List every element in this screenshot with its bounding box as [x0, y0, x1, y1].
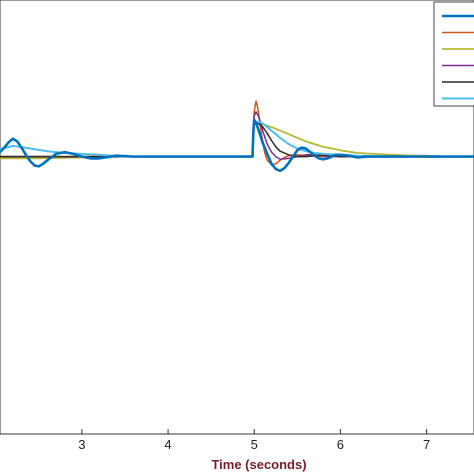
- legend: [433, 1, 474, 107]
- legend-box: [433, 1, 474, 107]
- x-tick-label: 7: [423, 437, 430, 452]
- x-tick-label: 4: [164, 437, 171, 452]
- series-lines: [0, 100, 474, 173]
- series-line-1: [0, 118, 474, 173]
- x-axis-label: Time (seconds): [211, 457, 306, 472]
- x-tick-label: 3: [78, 437, 85, 452]
- x-tick-label: 5: [251, 437, 258, 452]
- plot-area: [0, 0, 474, 435]
- x-tick-label: 6: [337, 437, 344, 452]
- x-axis-ticks: 3 4 5 6 7: [78, 429, 430, 452]
